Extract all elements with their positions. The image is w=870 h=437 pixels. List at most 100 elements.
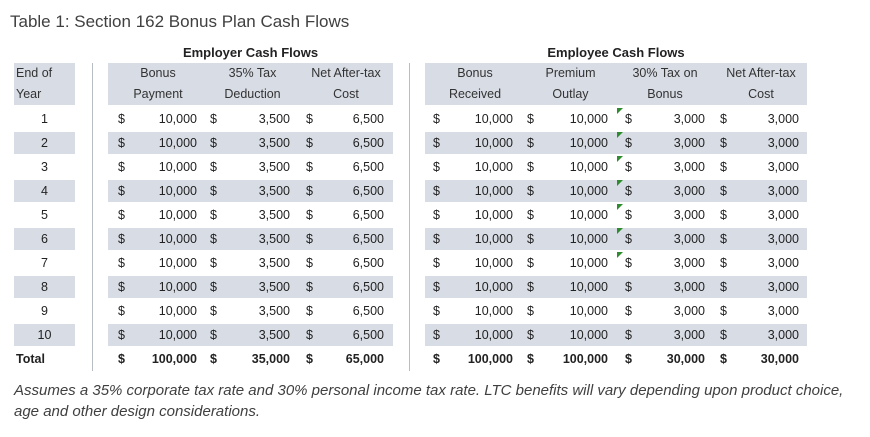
row-band xyxy=(108,132,393,154)
deduction-value: 3,500 xyxy=(258,304,290,318)
currency-sign: $ xyxy=(720,256,727,270)
currency-sign: $ xyxy=(527,304,534,318)
row-band xyxy=(425,132,807,154)
currency-sign: $ xyxy=(433,232,440,246)
currency-sign: $ xyxy=(527,208,534,222)
row-band xyxy=(108,228,393,250)
employee-header-band xyxy=(425,63,807,105)
currency-sign: $ xyxy=(433,256,440,270)
employee-group-header: Employee Cash Flows xyxy=(547,45,685,60)
received-value: 10,000 xyxy=(474,328,513,342)
column-divider xyxy=(92,63,93,371)
premium-value: 10,000 xyxy=(569,328,608,342)
currency-sign: $ xyxy=(118,160,125,174)
currency-sign: $ xyxy=(433,280,440,294)
premium-value: 10,000 xyxy=(569,280,608,294)
currency-sign: $ xyxy=(118,352,125,366)
currency-sign: $ xyxy=(625,304,632,318)
ee_net-value: 3,000 xyxy=(767,328,799,342)
employer-group-header: Employer Cash Flows xyxy=(182,45,319,60)
employer-header-band xyxy=(108,63,393,105)
tax-value: 3,000 xyxy=(673,328,705,342)
received-value: 10,000 xyxy=(474,184,513,198)
premium-value: 10,000 xyxy=(569,184,608,198)
currency-sign: $ xyxy=(306,352,313,366)
currency-sign: $ xyxy=(210,352,217,366)
currency-sign: $ xyxy=(306,184,313,198)
currency-sign: $ xyxy=(210,232,217,246)
currency-sign: $ xyxy=(720,232,727,246)
tax-value: 3,000 xyxy=(673,256,705,270)
bonus-value: 10,000 xyxy=(158,184,197,198)
cell-comment-marker xyxy=(617,180,623,186)
currency-sign: $ xyxy=(306,112,313,126)
year-cell: 5 xyxy=(41,208,48,222)
currency-sign: $ xyxy=(306,136,313,150)
total-tax: 30,000 xyxy=(666,352,705,366)
currency-sign: $ xyxy=(306,328,313,342)
cell-comment-marker xyxy=(617,204,623,210)
currency-sign: $ xyxy=(720,184,727,198)
ee_net-value: 3,000 xyxy=(767,256,799,270)
tax-deduction-header: 35% Tax Deduction xyxy=(224,66,281,101)
currency-sign: $ xyxy=(210,280,217,294)
er_net-value: 6,500 xyxy=(352,256,384,270)
bonus-value: 10,000 xyxy=(158,160,197,174)
currency-sign: $ xyxy=(527,232,534,246)
bonus-value: 10,000 xyxy=(158,280,197,294)
currency-sign: $ xyxy=(527,136,534,150)
currency-sign: $ xyxy=(433,328,440,342)
currency-sign: $ xyxy=(118,184,125,198)
row-band xyxy=(14,276,75,298)
er_net-value: 6,500 xyxy=(352,208,384,222)
bonus-value: 10,000 xyxy=(158,328,197,342)
footnote: Assumes a 35% corporate tax rate and 30%… xyxy=(14,382,844,420)
received-value: 10,000 xyxy=(474,256,513,270)
currency-sign: $ xyxy=(306,208,313,222)
bonus-received-header: Bonus Received xyxy=(448,66,502,101)
currency-sign: $ xyxy=(210,184,217,198)
received-value: 10,000 xyxy=(474,112,513,126)
ee_net-value: 3,000 xyxy=(767,208,799,222)
tax-value: 3,000 xyxy=(673,280,705,294)
received-value: 10,000 xyxy=(474,136,513,150)
currency-sign: $ xyxy=(625,208,632,222)
currency-sign: $ xyxy=(720,112,727,126)
er_net-value: 6,500 xyxy=(352,136,384,150)
row-band xyxy=(14,180,75,202)
currency-sign: $ xyxy=(210,304,217,318)
currency-sign: $ xyxy=(118,328,125,342)
employer-net-cost-header: Net After-tax Cost xyxy=(311,66,381,101)
currency-sign: $ xyxy=(720,280,727,294)
currency-sign: $ xyxy=(118,256,125,270)
row-band xyxy=(425,324,807,346)
year-cell: 8 xyxy=(41,280,48,294)
ee_net-value: 3,000 xyxy=(767,232,799,246)
currency-sign: $ xyxy=(720,304,727,318)
er_net-value: 6,500 xyxy=(352,232,384,246)
row-band xyxy=(108,180,393,202)
currency-sign: $ xyxy=(625,328,632,342)
er_net-value: 6,500 xyxy=(352,184,384,198)
currency-sign: $ xyxy=(433,184,440,198)
year-cell: 6 xyxy=(41,232,48,246)
total-premium: 100,000 xyxy=(562,352,608,366)
deduction-value: 3,500 xyxy=(258,184,290,198)
row-band xyxy=(425,228,807,250)
premium-value: 10,000 xyxy=(569,112,608,126)
total-deduction: 35,000 xyxy=(251,352,290,366)
currency-sign: $ xyxy=(527,280,534,294)
bonus-value: 10,000 xyxy=(158,112,197,126)
year-cell: 10 xyxy=(37,328,52,342)
row-band xyxy=(108,276,393,298)
tax-value: 3,000 xyxy=(673,304,705,318)
currency-sign: $ xyxy=(527,184,534,198)
deduction-value: 3,500 xyxy=(258,112,290,126)
premium-outlay-header: Premium Outlay xyxy=(545,66,596,101)
received-value: 10,000 xyxy=(474,304,513,318)
er_net-value: 6,500 xyxy=(352,112,384,126)
premium-value: 10,000 xyxy=(569,232,608,246)
received-value: 10,000 xyxy=(474,232,513,246)
deduction-value: 3,500 xyxy=(258,256,290,270)
ee_net-value: 3,000 xyxy=(767,184,799,198)
